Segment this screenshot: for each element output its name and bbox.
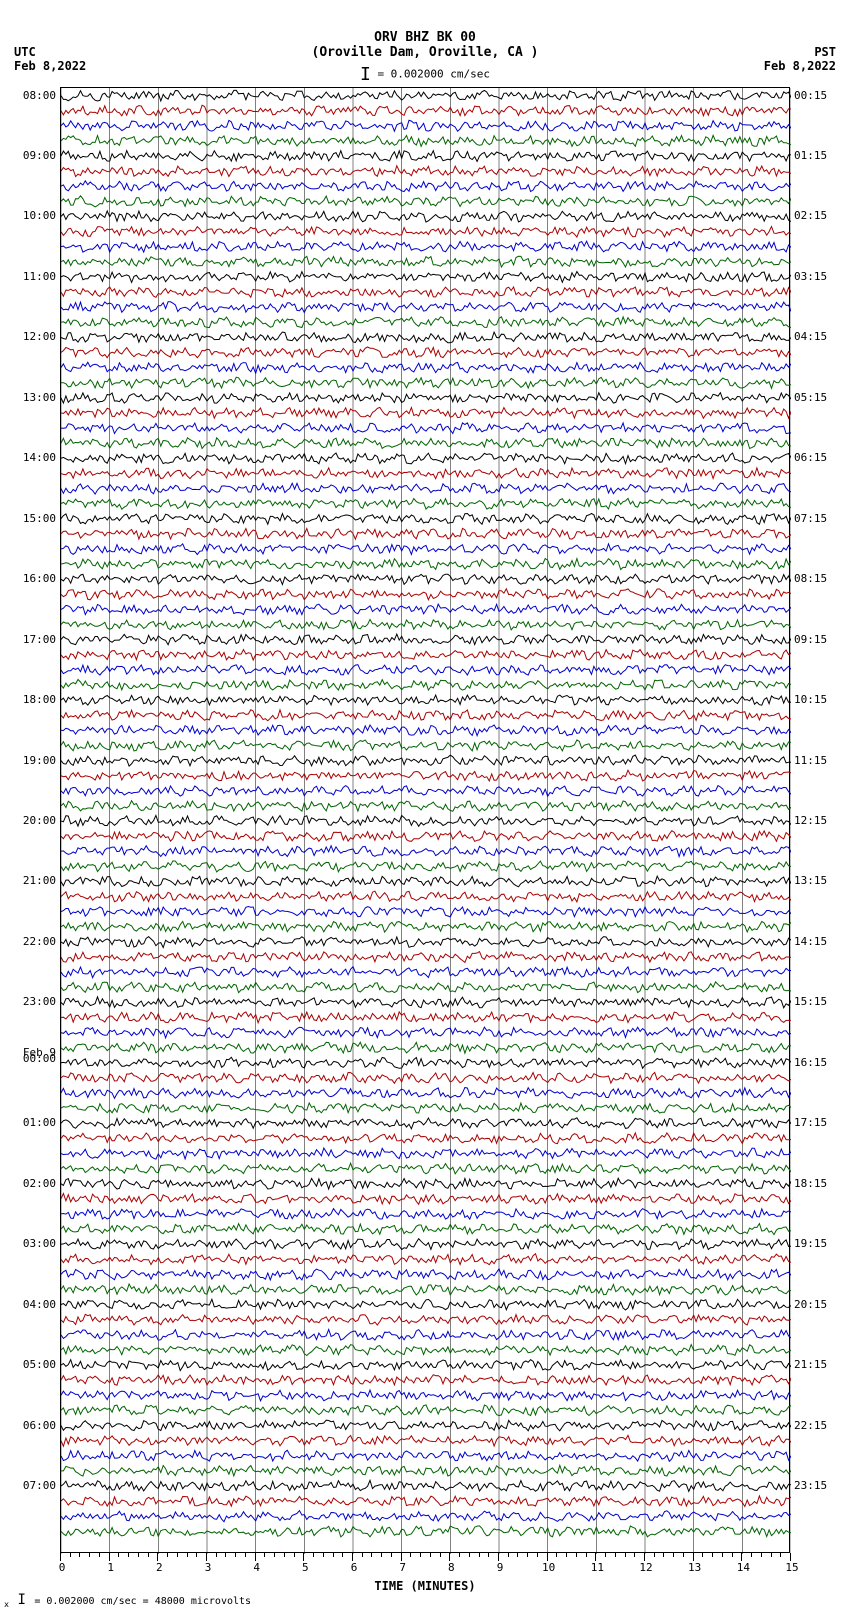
y-left-label: 09:00 xyxy=(0,149,56,162)
y-left-label: 20:00 xyxy=(0,814,56,827)
x-tick-label: 6 xyxy=(344,1561,364,1574)
x-tick-label: 14 xyxy=(733,1561,753,1574)
x-tick-label: 11 xyxy=(587,1561,607,1574)
y-right-label: 05:15 xyxy=(794,391,850,404)
scale-text: = 0.002000 cm/sec xyxy=(377,68,490,81)
y-left-label: 05:00 xyxy=(0,1358,56,1371)
x-tick-label: 12 xyxy=(636,1561,656,1574)
y-left-label: 04:00 xyxy=(0,1298,56,1311)
y-right-label: 09:15 xyxy=(794,633,850,646)
y-right-label: 00:15 xyxy=(794,89,850,102)
seismogram-svg xyxy=(61,88,791,1554)
y-left-label: 08:00 xyxy=(0,89,56,102)
date-left: Feb 8,2022 xyxy=(14,59,86,73)
date-right: Feb 8,2022 xyxy=(764,59,836,73)
y-right-label: 08:15 xyxy=(794,572,850,585)
x-tick-label: 5 xyxy=(295,1561,315,1574)
y-left-label: 12:00 xyxy=(0,330,56,343)
y-right-label: 12:15 xyxy=(794,814,850,827)
y-right-label: 15:15 xyxy=(794,995,850,1008)
x-tick-label: 4 xyxy=(247,1561,267,1574)
y-right-label: 10:15 xyxy=(794,693,850,706)
y-right-label: 18:15 xyxy=(794,1177,850,1190)
x-tick-label: 10 xyxy=(539,1561,559,1574)
y-left-label: 16:00 xyxy=(0,572,56,585)
y-left-label: 18:00 xyxy=(0,693,56,706)
x-tick-label: 2 xyxy=(149,1561,169,1574)
y-right-label: 22:15 xyxy=(794,1419,850,1432)
tz-right: PST xyxy=(764,45,836,59)
x-tick-label: 7 xyxy=(393,1561,413,1574)
title-line2: (Oroville Dam, Oroville, CA ) xyxy=(0,45,850,60)
title-line1: ORV BHZ BK 00 xyxy=(0,30,850,45)
y-right-label: 11:15 xyxy=(794,754,850,767)
y-left-label: 23:00 xyxy=(0,995,56,1008)
y-right-label: 02:15 xyxy=(794,209,850,222)
y-left-label: 21:00 xyxy=(0,874,56,887)
seismogram-page: ORV BHZ BK 00 (Oroville Dam, Oroville, C… xyxy=(0,0,850,1613)
x-tick-label: 0 xyxy=(52,1561,72,1574)
y-left-label: 06:00 xyxy=(0,1419,56,1432)
y-left-label: 14:00 xyxy=(0,451,56,464)
y-right-label: 19:15 xyxy=(794,1237,850,1250)
y-right-label: 06:15 xyxy=(794,451,850,464)
y-right-label: 23:15 xyxy=(794,1479,850,1492)
y-right-label: 20:15 xyxy=(794,1298,850,1311)
y-right-label: 01:15 xyxy=(794,149,850,162)
y-right-label: 07:15 xyxy=(794,512,850,525)
y-left-label: 10:00 xyxy=(0,209,56,222)
y-right-label: 16:15 xyxy=(794,1056,850,1069)
x-axis-label: TIME (MINUTES) xyxy=(0,1579,850,1593)
y-left-label: 15:00 xyxy=(0,512,56,525)
x-tick-label: 15 xyxy=(782,1561,802,1574)
footer-scale: x I = 0.002000 cm/sec = 48000 microvolts xyxy=(4,1592,251,1609)
y-left-label: 17:00 xyxy=(0,633,56,646)
y-left-label: 11:00 xyxy=(0,270,56,283)
y-right-label: 21:15 xyxy=(794,1358,850,1371)
y-left-label: 02:00 xyxy=(0,1177,56,1190)
y-right-label: 03:15 xyxy=(794,270,850,283)
y-left-label: 00:00 xyxy=(0,1052,56,1065)
x-tick-label: 3 xyxy=(198,1561,218,1574)
y-left-label: 07:00 xyxy=(0,1479,56,1492)
chart-title: ORV BHZ BK 00 (Oroville Dam, Oroville, C… xyxy=(0,0,850,60)
scale-indicator: I = 0.002000 cm/sec xyxy=(0,64,850,85)
y-right-label: 13:15 xyxy=(794,874,850,887)
y-left-label: 22:00 xyxy=(0,935,56,948)
tz-left: UTC xyxy=(14,45,86,59)
y-left-label: 01:00 xyxy=(0,1116,56,1129)
seismogram-plot xyxy=(60,87,790,1553)
y-right-label: 17:15 xyxy=(794,1116,850,1129)
y-left-label: 03:00 xyxy=(0,1237,56,1250)
top-right-tz: PST Feb 8,2022 xyxy=(764,45,836,73)
top-left-tz: UTC Feb 8,2022 xyxy=(14,45,86,73)
y-right-label: 04:15 xyxy=(794,330,850,343)
x-tick-label: 9 xyxy=(490,1561,510,1574)
x-tick-label: 1 xyxy=(101,1561,121,1574)
y-left-label: 13:00 xyxy=(0,391,56,404)
x-tick-label: 8 xyxy=(441,1561,461,1574)
y-left-label: 19:00 xyxy=(0,754,56,767)
y-right-label: 14:15 xyxy=(794,935,850,948)
x-tick-label: 13 xyxy=(685,1561,705,1574)
